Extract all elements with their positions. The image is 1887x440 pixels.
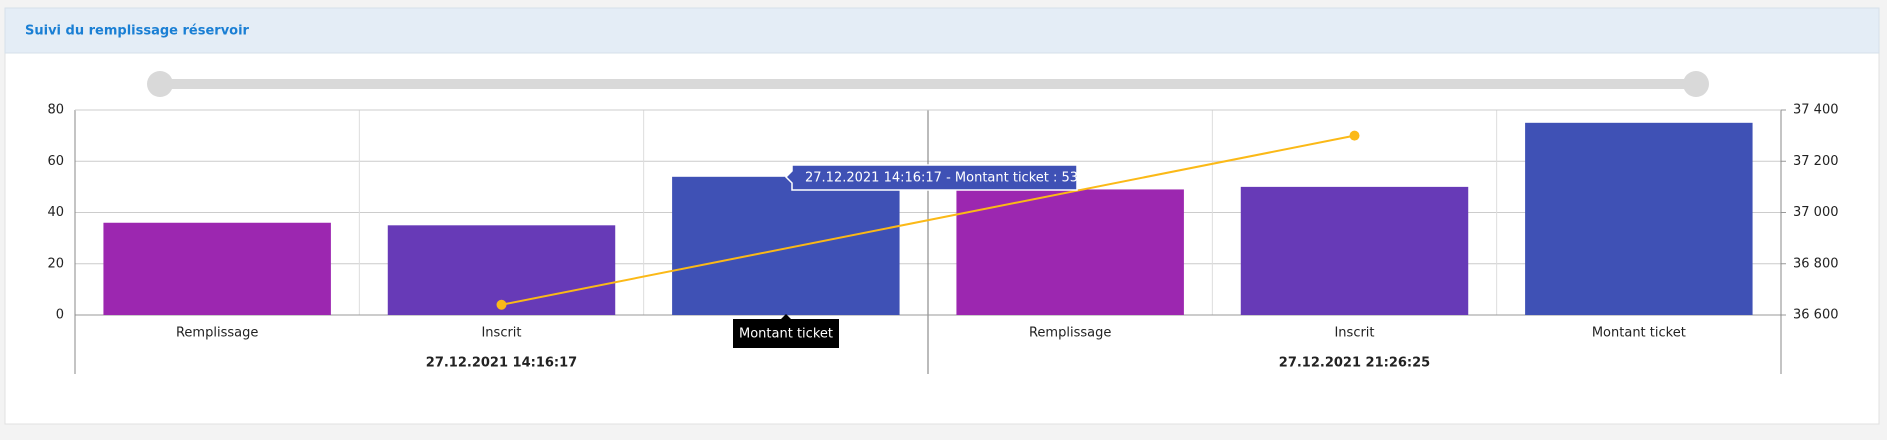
line xyxy=(501,134,1355,306)
line-point xyxy=(1349,130,1360,141)
panel-header xyxy=(4,7,1880,54)
bar xyxy=(672,176,900,315)
y2-tick-label: 37 200 xyxy=(1793,154,1839,169)
group-label: 27.12.2021 21:26:25 xyxy=(1279,356,1430,371)
bar xyxy=(956,189,1184,315)
crosshair-label-box xyxy=(733,314,839,348)
y2-tick-label: 36 800 xyxy=(1793,256,1839,271)
slider-handle[interactable] xyxy=(1683,71,1709,97)
panel-title: Suivi du remplissage réservoir xyxy=(25,24,250,39)
y2-tick-label: 37 400 xyxy=(1793,103,1839,118)
slider-handle[interactable] xyxy=(147,71,173,97)
y-tick-label: 40 xyxy=(47,205,64,220)
y-tick-label: 20 xyxy=(47,256,64,271)
x-tick-label: Remplissage xyxy=(176,326,258,341)
x-tick-label: Remplissage xyxy=(1029,326,1111,341)
y2-tick-label: 36 600 xyxy=(1793,308,1839,323)
x-tick-label: Inscrit xyxy=(481,326,521,341)
y-tick-label: 60 xyxy=(47,154,64,169)
bar xyxy=(1240,186,1469,315)
tooltip-text: 27.12.2021 14:16:17 - Montant ticket : 5… xyxy=(805,171,1107,186)
tooltip-box xyxy=(784,164,1078,191)
y-tick-label: 80 xyxy=(47,103,64,118)
x-tick-label: Inscrit xyxy=(1334,326,1374,341)
line-point xyxy=(496,299,507,310)
y2-tick-label: 37 000 xyxy=(1793,205,1839,220)
y-tick-label: 0 xyxy=(56,308,64,323)
group-label: 27.12.2021 14:16:17 xyxy=(426,356,577,371)
bar xyxy=(103,222,331,315)
crosshair-label: Montant ticket xyxy=(739,327,833,342)
bar xyxy=(1525,122,1753,315)
x-tick-label: Montant ticket xyxy=(1592,326,1686,341)
